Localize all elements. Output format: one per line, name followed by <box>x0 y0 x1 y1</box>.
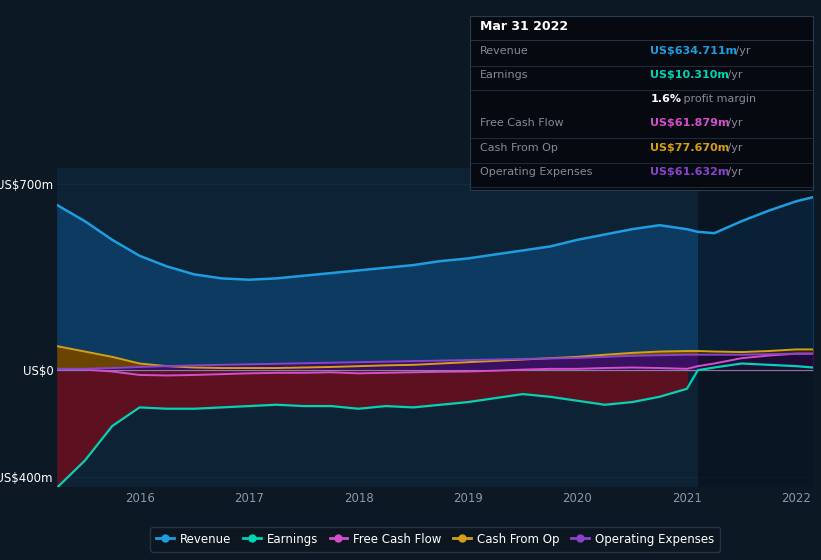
Text: Free Cash Flow: Free Cash Flow <box>480 119 564 128</box>
Text: US$10.310m: US$10.310m <box>650 71 729 80</box>
Text: Mar 31 2022: Mar 31 2022 <box>480 20 568 33</box>
Text: /yr: /yr <box>724 167 743 176</box>
Legend: Revenue, Earnings, Free Cash Flow, Cash From Op, Operating Expenses: Revenue, Earnings, Free Cash Flow, Cash … <box>150 527 720 552</box>
Text: US$77.670m: US$77.670m <box>650 143 730 152</box>
Text: Revenue: Revenue <box>480 46 529 56</box>
Text: /yr: /yr <box>724 119 743 128</box>
Text: profit margin: profit margin <box>680 95 756 104</box>
Text: Cash From Op: Cash From Op <box>480 143 558 152</box>
Text: Earnings: Earnings <box>480 71 529 80</box>
Text: Operating Expenses: Operating Expenses <box>480 167 593 176</box>
Text: /yr: /yr <box>732 46 750 56</box>
Text: US$61.632m: US$61.632m <box>650 167 730 176</box>
Text: /yr: /yr <box>724 143 743 152</box>
Text: US$61.879m: US$61.879m <box>650 119 730 128</box>
Text: /yr: /yr <box>724 71 743 80</box>
Text: 1.6%: 1.6% <box>650 95 681 104</box>
Bar <box>698 168 813 487</box>
Text: US$634.711m: US$634.711m <box>650 46 737 56</box>
